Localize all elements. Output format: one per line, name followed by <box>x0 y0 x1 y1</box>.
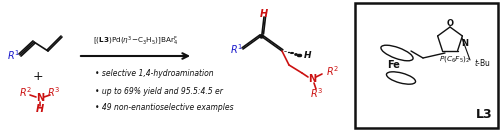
Text: • 49 non-enantioselective examples: • 49 non-enantioselective examples <box>95 103 234 113</box>
Text: N: N <box>462 39 468 48</box>
Text: H: H <box>260 9 268 19</box>
Text: N: N <box>308 74 316 84</box>
Text: $R^2$: $R^2$ <box>20 85 32 99</box>
Text: +: + <box>32 70 44 83</box>
Bar <box>355 3 498 128</box>
Text: L3: L3 <box>476 108 492 121</box>
Text: $R^3$: $R^3$ <box>48 85 60 99</box>
Text: • selective 1,4-hydroamination: • selective 1,4-hydroamination <box>95 70 214 78</box>
Text: $[(\mathbf{L3})\mathrm{Pd}(\eta^3\mathrm{-C_3H_5})]\mathrm{BAr^F_4}$: $[(\mathbf{L3})\mathrm{Pd}(\eta^3\mathrm… <box>93 35 178 48</box>
Text: $R^1$: $R^1$ <box>7 48 20 62</box>
Text: • up to 69% yield and 95.5:4.5 er: • up to 69% yield and 95.5:4.5 er <box>95 86 223 95</box>
Text: $R^3$: $R^3$ <box>310 86 324 100</box>
Text: $R^1$: $R^1$ <box>230 42 243 56</box>
Text: $t$-Bu: $t$-Bu <box>474 58 492 69</box>
Text: O: O <box>446 18 454 28</box>
Text: Fe: Fe <box>387 60 400 70</box>
Text: N: N <box>36 93 44 103</box>
Text: $P(C_6F_5)_2$: $P(C_6F_5)_2$ <box>439 54 470 64</box>
Text: H: H <box>36 104 44 114</box>
Text: $R^2$: $R^2$ <box>326 64 339 78</box>
Text: H: H <box>304 51 312 61</box>
